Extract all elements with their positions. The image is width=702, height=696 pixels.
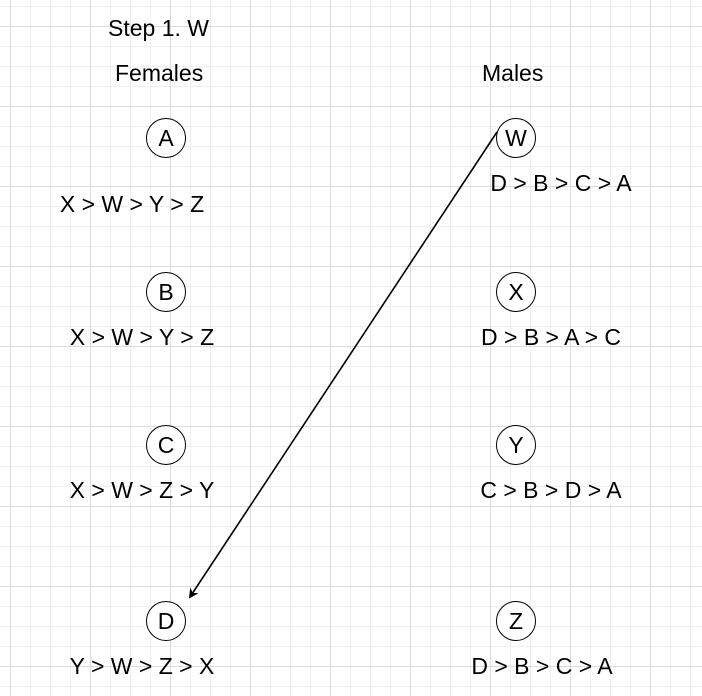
- male-x-preferences: D > B > A > C: [481, 324, 621, 350]
- female-node-c: C: [146, 425, 186, 465]
- female-node-d: D: [146, 601, 186, 641]
- male-y-preferences: C > B > D > A: [480, 477, 622, 503]
- proposal-arrow: [188, 131, 498, 599]
- male-node-y: Y: [496, 425, 536, 465]
- male-z-preferences: D > B > C > A: [471, 653, 613, 679]
- male-node-w: W: [496, 118, 536, 158]
- male-w-preferences: D > B > C > A: [490, 170, 632, 196]
- step-title: Step 1. W: [108, 15, 209, 41]
- male-node-x: X: [496, 272, 536, 312]
- males-column-header: Males: [482, 60, 544, 86]
- females-column-header: Females: [115, 60, 204, 86]
- female-d-preferences: Y > W > Z > X: [69, 653, 215, 679]
- female-c-preferences: X > W > Z > Y: [69, 477, 215, 503]
- female-b-preferences: X > W > Y > Z: [69, 324, 215, 350]
- female-node-a: A: [146, 118, 186, 158]
- male-node-z: Z: [496, 601, 536, 641]
- female-node-b: B: [146, 272, 186, 312]
- female-a-preferences: X > W > Y > Z: [59, 191, 205, 217]
